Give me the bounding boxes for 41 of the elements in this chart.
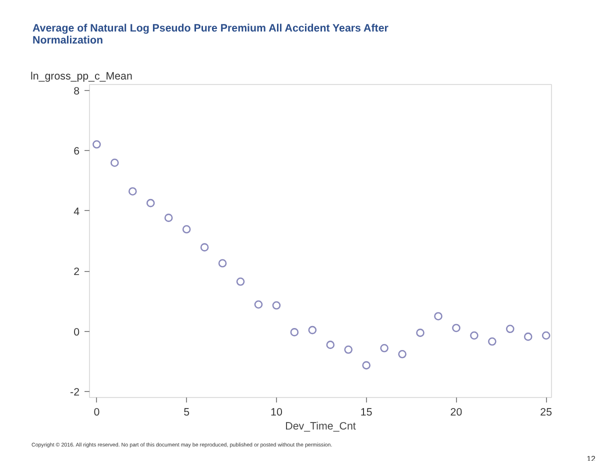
- point: [92, 140, 101, 149]
- point: [254, 300, 263, 309]
- point: [380, 344, 388, 352]
- point: [542, 331, 550, 340]
- chart-title: Average of Natural Log Pseudo Pure Premium All Accident Years After Normalization: [32, 22, 388, 46]
- point: [272, 301, 281, 310]
- x-axis-title: Dev_Time_Cnt: [285, 420, 356, 432]
- y-tick-label: 8: [74, 86, 80, 98]
- x-tick-label: 15: [360, 406, 372, 418]
- y-tick-label: -2: [70, 386, 80, 398]
- y-axis-title: ln_gross_pp_c_Mean: [30, 70, 132, 82]
- y-tick-label: 6: [74, 146, 80, 158]
- y-tick-label: 0: [74, 326, 80, 338]
- point: [398, 350, 406, 358]
- x-tick-label: 25: [540, 406, 552, 418]
- point: [362, 361, 370, 370]
- point: [110, 158, 119, 167]
- point: [434, 312, 442, 320]
- point: [164, 214, 173, 222]
- point: [452, 324, 460, 332]
- y-tick-label: 4: [74, 206, 80, 218]
- point: [128, 187, 137, 196]
- point: [506, 324, 514, 334]
- point: [218, 259, 227, 268]
- x-tick-label: 0: [94, 406, 100, 418]
- point: [236, 277, 245, 286]
- point: [344, 346, 353, 354]
- point: [182, 225, 191, 234]
- point: [200, 243, 209, 252]
- point: [308, 326, 317, 334]
- x-tick-label: 10: [270, 406, 282, 418]
- point: [326, 340, 335, 349]
- point: [488, 337, 496, 346]
- point: [146, 198, 155, 208]
- x-tick-label: 20: [450, 406, 462, 418]
- x-tick-label: 5: [184, 406, 190, 418]
- point: [524, 332, 532, 341]
- point: [290, 328, 299, 336]
- y-tick-label: 2: [74, 266, 80, 278]
- point: [416, 328, 424, 337]
- point: [470, 331, 478, 340]
